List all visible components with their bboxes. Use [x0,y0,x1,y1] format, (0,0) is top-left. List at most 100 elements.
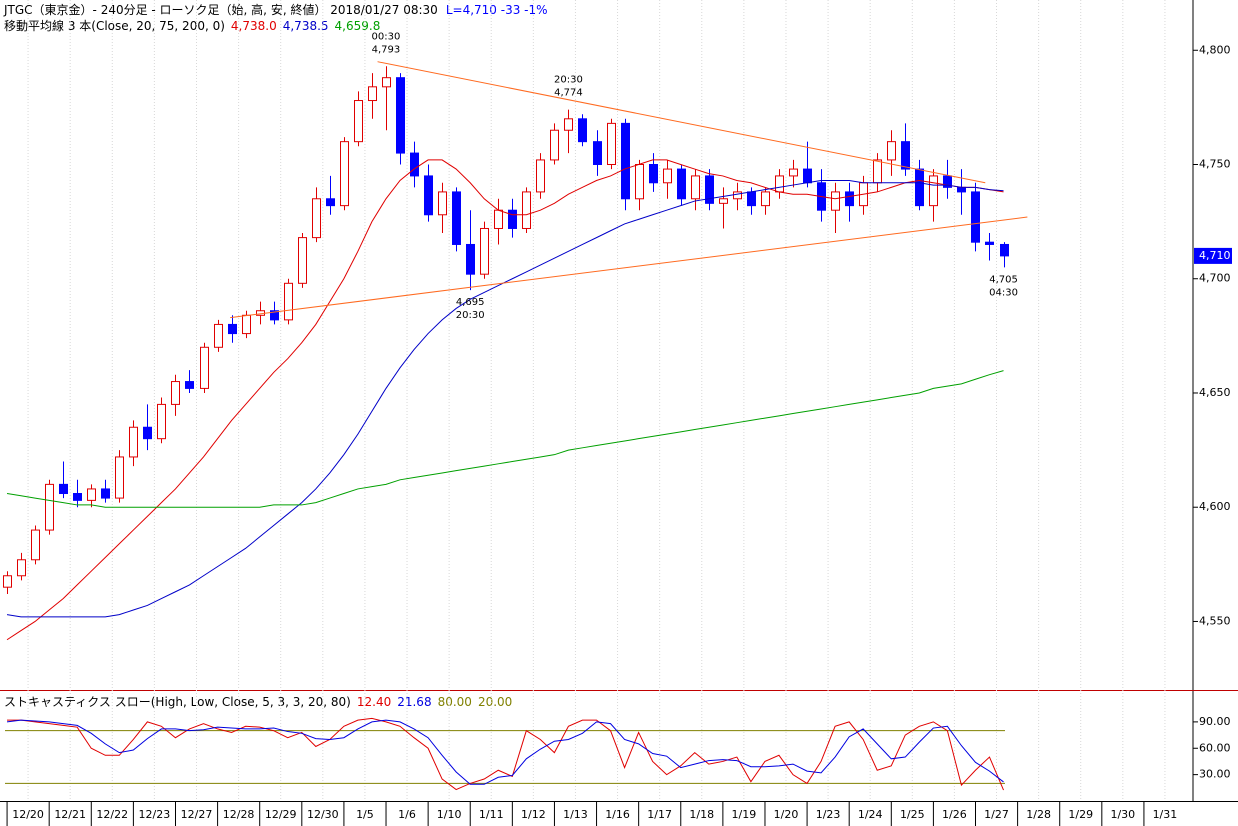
x-tick-label: 1/5 [356,808,374,821]
candle-body [775,175,784,193]
candle-body [480,227,489,275]
x-tick-label: 1/6 [398,808,416,821]
candle-body [87,488,96,501]
candle-body [887,141,896,161]
annotation: 20:30 [456,310,485,321]
y-tick-label: 60.00 [1199,741,1231,754]
candle-body [466,243,475,275]
candle-body [985,241,994,245]
candle-body [607,122,616,166]
candle-body [438,191,447,216]
candle-body [522,191,531,229]
x-tick-label: 1/19 [732,808,757,821]
candle-body [3,575,12,588]
candle-body [915,168,924,207]
candle-body [326,198,335,207]
candle-body [270,310,279,321]
candle-body [649,164,658,184]
annotation: 4,793 [372,44,401,55]
ma-value: 4,738.0 [231,19,277,33]
x-tick-label: 12/22 [96,808,128,821]
annotation: 4,774 [554,88,583,99]
y-tick-label: 4,750 [1199,158,1231,171]
candle-body [621,122,630,200]
y-tick-label: 4,550 [1199,614,1231,627]
x-tick-label: 1/29 [1068,808,1093,821]
trendline [230,216,1028,319]
candle-body [789,168,798,177]
x-tick-label: 12/27 [181,808,213,821]
candle-body [368,86,377,102]
x-tick-label: 1/10 [437,808,462,821]
y-tick-label: 4,800 [1199,43,1231,56]
candle-body [943,175,952,188]
candle-body [312,198,321,239]
price-tag [1194,247,1232,264]
candle-body [200,346,209,389]
x-tick-label: 1/13 [563,808,588,821]
candle-body [340,141,349,207]
candle-body [45,483,54,531]
level-value: 20.00 [478,695,512,709]
candle-body [719,198,728,204]
candle-body [593,141,602,166]
candle-body [31,529,40,561]
candle-body [803,168,812,184]
candle-body [550,129,559,161]
candle-body [143,426,152,440]
moving-average [6,370,1004,508]
candle-body [971,191,980,243]
y-tick-label: 4,600 [1199,500,1231,513]
candle-body [564,118,573,131]
x-tick-label: 12/20 [12,808,44,821]
x-tick-label: 1/20 [774,808,799,821]
stochastic-line [6,719,1004,785]
candle-body [115,456,124,499]
candle-body [508,209,517,229]
x-tick-label: 1/12 [521,808,546,821]
x-tick-label: 1/24 [858,808,883,821]
ma-legend: 移動平均線 3 本(Close, 20, 75, 200, 0) 4,738.0 4… [4,18,380,33]
candle-body [873,159,882,184]
annotation: 04:30 [989,287,1018,298]
candle-body [228,323,237,335]
y-tick-label: 90.00 [1199,715,1231,728]
candle-body [157,403,166,440]
x-tick-label: 12/29 [265,808,297,821]
chart-title: JTGC（東京金）- 240分足 - ローソク足（始, 高, 安, 終値） 20… [3,2,548,17]
x-tick-label: 1/11 [479,808,504,821]
candle-body [494,209,503,229]
moving-average [6,159,1004,641]
stoch-title: ストキャスティクス スロー(High, Low, Close, 5, 3, 3,… [4,695,351,709]
last-price: L=4,710 -33 -1% [446,3,548,17]
x-tick-label: 1/17 [647,808,672,821]
title-text: JTGC（東京金）- 240分足 - ローソク足（始, 高, 安, 終値） 20… [3,2,438,17]
x-tick-label: 12/28 [223,808,255,821]
candle-body [845,191,854,207]
candle-body [677,168,686,200]
candle-body [733,191,742,200]
x-tick-label: 1/16 [605,808,630,821]
x-tick-label: 1/18 [689,808,714,821]
candle-body [929,175,938,207]
candle-body [424,175,433,216]
candle-body [635,164,644,200]
x-tick-label: 1/30 [1110,808,1135,821]
candle-body [101,488,110,499]
ma-value: 4,659.8 [335,19,381,33]
candle-body [171,381,180,405]
x-tick-label: 12/21 [54,808,86,821]
x-tick-label: 1/31 [1153,808,1178,821]
x-tick-label: 1/23 [816,808,841,821]
x-tick-label: 12/23 [139,808,171,821]
ma-title: 移動平均線 3 本(Close, 20, 75, 200, 0) [4,18,225,33]
candle-body [705,175,714,204]
annotation: 4,705 [989,274,1018,285]
stochastic-line [7,717,1004,791]
level-value: 80.00 [438,695,472,709]
x-tick-label: 12/30 [307,808,339,821]
candle-body [129,426,138,458]
candle-body [410,152,419,177]
candle-body [185,381,194,389]
